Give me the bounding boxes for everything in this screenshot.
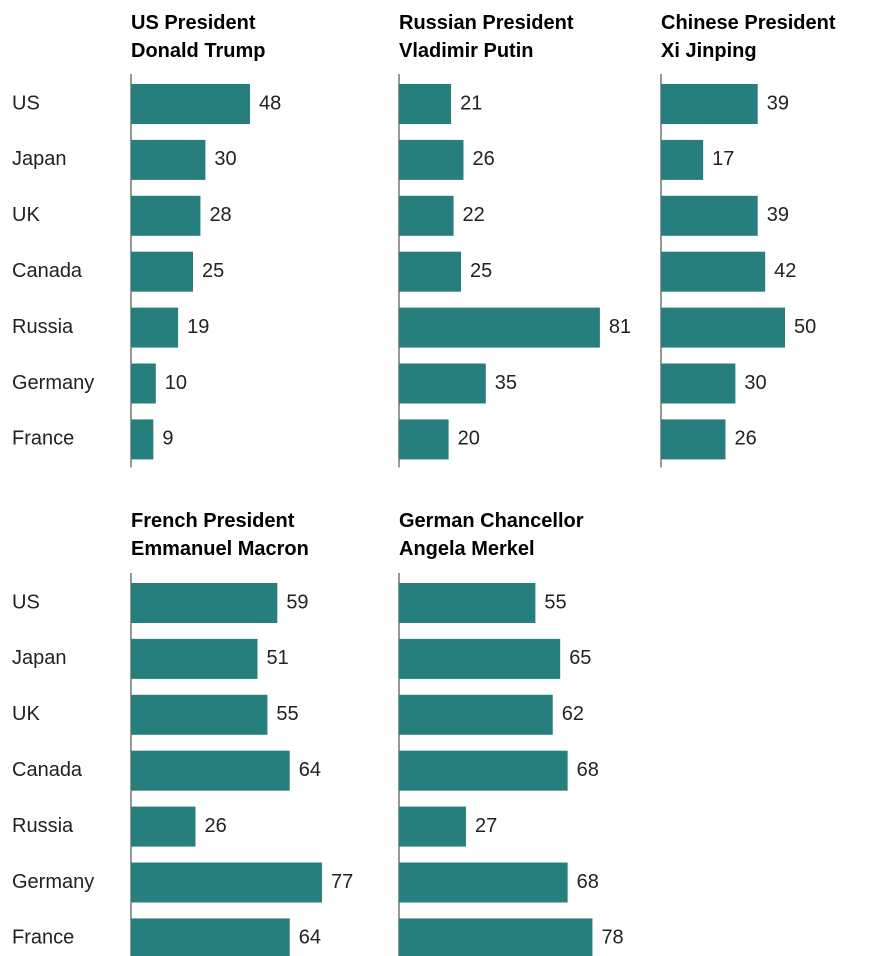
bar bbox=[399, 583, 536, 623]
bar bbox=[399, 694, 553, 735]
value-label: 17 bbox=[712, 148, 734, 170]
bar bbox=[131, 918, 290, 956]
bar bbox=[399, 806, 466, 847]
panel-title: Xi Jinping bbox=[661, 40, 757, 62]
bar bbox=[399, 251, 461, 292]
value-label: 78 bbox=[601, 927, 623, 949]
category-label: UK bbox=[12, 703, 40, 725]
value-label: 22 bbox=[463, 204, 485, 226]
value-label: 77 bbox=[331, 871, 353, 893]
bar bbox=[131, 195, 201, 236]
bar bbox=[399, 638, 561, 679]
value-label: 26 bbox=[204, 815, 226, 837]
panel-title: US President bbox=[131, 12, 256, 34]
value-label: 39 bbox=[767, 204, 789, 226]
bar bbox=[661, 84, 758, 124]
bar bbox=[399, 419, 449, 460]
bar bbox=[131, 84, 251, 124]
category-label: US bbox=[12, 92, 40, 114]
bar bbox=[131, 307, 179, 348]
value-label: 26 bbox=[734, 428, 756, 450]
bar bbox=[661, 195, 758, 236]
category-label: France bbox=[12, 927, 74, 949]
value-label: 65 bbox=[569, 647, 591, 669]
panel-title: Chinese President bbox=[661, 12, 836, 34]
bar bbox=[399, 84, 452, 124]
value-label: 81 bbox=[609, 316, 631, 338]
bar bbox=[399, 307, 600, 348]
bar bbox=[399, 195, 454, 236]
bar bbox=[399, 750, 568, 791]
value-label: 68 bbox=[577, 871, 599, 893]
value-label: 64 bbox=[299, 927, 321, 949]
bar bbox=[661, 363, 736, 404]
bar bbox=[131, 694, 268, 735]
value-label: 62 bbox=[562, 703, 584, 725]
value-label: 42 bbox=[774, 260, 796, 282]
bar bbox=[131, 750, 290, 791]
value-label: 28 bbox=[209, 204, 231, 226]
value-label: 55 bbox=[544, 591, 566, 613]
bar bbox=[399, 862, 568, 903]
bar bbox=[661, 139, 704, 180]
bar bbox=[131, 251, 193, 292]
value-label: 64 bbox=[299, 759, 321, 781]
panel-title: Donald Trump bbox=[131, 40, 265, 62]
value-label: 25 bbox=[470, 260, 492, 282]
value-label: 50 bbox=[794, 316, 816, 338]
bar bbox=[131, 638, 258, 679]
bar bbox=[131, 583, 278, 623]
category-label: Japan bbox=[12, 148, 67, 170]
value-label: 9 bbox=[162, 428, 173, 450]
value-label: 39 bbox=[767, 92, 789, 114]
value-label: 19 bbox=[187, 316, 209, 338]
category-label: Canada bbox=[12, 759, 83, 781]
category-label: Russia bbox=[12, 316, 74, 338]
bar bbox=[661, 419, 726, 460]
bar bbox=[399, 139, 464, 180]
bar bbox=[131, 139, 206, 180]
category-label: France bbox=[12, 428, 74, 450]
category-label: Germany bbox=[12, 871, 94, 893]
category-label: Germany bbox=[12, 372, 94, 394]
bar bbox=[399, 918, 593, 956]
value-label: 20 bbox=[458, 428, 480, 450]
category-label: Canada bbox=[12, 260, 83, 282]
bar bbox=[131, 862, 322, 903]
bar bbox=[131, 419, 154, 460]
panel-title: Emmanuel Macron bbox=[131, 538, 309, 560]
bar bbox=[661, 307, 785, 348]
bar bbox=[399, 363, 486, 404]
bar bbox=[131, 363, 156, 404]
value-label: 26 bbox=[472, 148, 494, 170]
value-label: 48 bbox=[259, 92, 281, 114]
panel-title: Vladimir Putin bbox=[399, 40, 533, 62]
value-label: 25 bbox=[202, 260, 224, 282]
panel-title: German Chancellor bbox=[399, 510, 584, 532]
value-label: 35 bbox=[495, 372, 517, 394]
value-label: 21 bbox=[460, 92, 482, 114]
value-label: 30 bbox=[744, 372, 766, 394]
category-label: Russia bbox=[12, 815, 74, 837]
panel-title: French President bbox=[131, 510, 295, 532]
category-label: UK bbox=[12, 204, 40, 226]
panel-title: Angela Merkel bbox=[399, 538, 535, 560]
value-label: 10 bbox=[165, 372, 187, 394]
bar bbox=[131, 806, 196, 847]
value-label: 55 bbox=[276, 703, 298, 725]
value-label: 30 bbox=[214, 148, 236, 170]
value-label: 68 bbox=[577, 759, 599, 781]
value-label: 27 bbox=[475, 815, 497, 837]
category-label: US bbox=[12, 591, 40, 613]
bar bbox=[661, 251, 766, 292]
value-label: 59 bbox=[286, 591, 308, 613]
category-label: Japan bbox=[12, 647, 67, 669]
panel-title: Russian President bbox=[399, 12, 574, 34]
value-label: 51 bbox=[266, 647, 288, 669]
